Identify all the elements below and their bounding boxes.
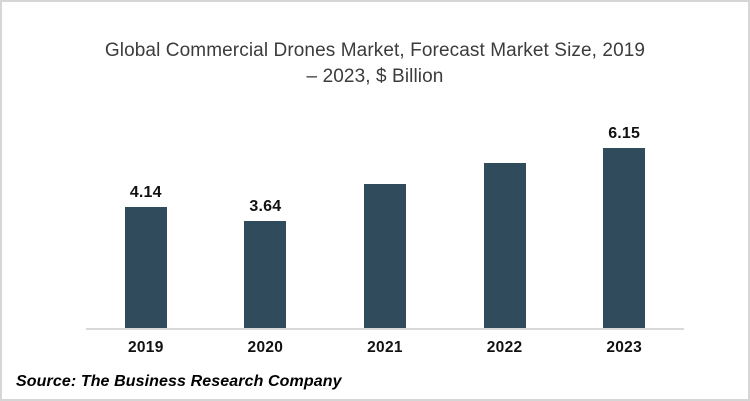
bar-column-2021 [325, 116, 445, 328]
x-axis-line [86, 328, 684, 330]
bar-value-label-2020: 3.64 [249, 198, 282, 216]
source-attribution: Source: The Business Research Company [16, 373, 342, 390]
bar-2023 [603, 147, 646, 328]
x-axis-label-2022: 2022 [486, 339, 523, 356]
x-axis-label-2023: 2023 [606, 339, 643, 356]
x-axis-label-2020: 2020 [247, 339, 284, 356]
bar-column-2023: 6.15 [564, 116, 684, 328]
bars-row: 4.14 3.64 6.15 [86, 116, 684, 328]
plot-area: 4.14 3.64 6.15 [86, 116, 684, 328]
bar-value-label-2019: 4.14 [129, 183, 162, 201]
bar-2022 [483, 162, 526, 328]
bar-2019 [124, 206, 167, 328]
chart-title: Global Commercial Drones Market, Forecas… [2, 38, 748, 90]
bar-2021 [363, 183, 406, 328]
bar-2020 [244, 221, 287, 328]
x-axis-labels: 2019 2020 2021 2022 2023 [86, 339, 684, 357]
chart-title-line-1: Global Commercial Drones Market, Forecas… [104, 40, 646, 61]
bar-column-2020: 3.64 [206, 116, 326, 328]
bar-column-2022 [445, 116, 565, 328]
chart-title-line-2: – 2023, $ Billion [306, 66, 444, 87]
x-axis-label-2021: 2021 [367, 339, 403, 356]
bar-value-label-2023: 6.15 [608, 124, 641, 142]
x-axis-label-2019: 2019 [127, 339, 164, 356]
bar-column-2019: 4.14 [86, 116, 206, 328]
